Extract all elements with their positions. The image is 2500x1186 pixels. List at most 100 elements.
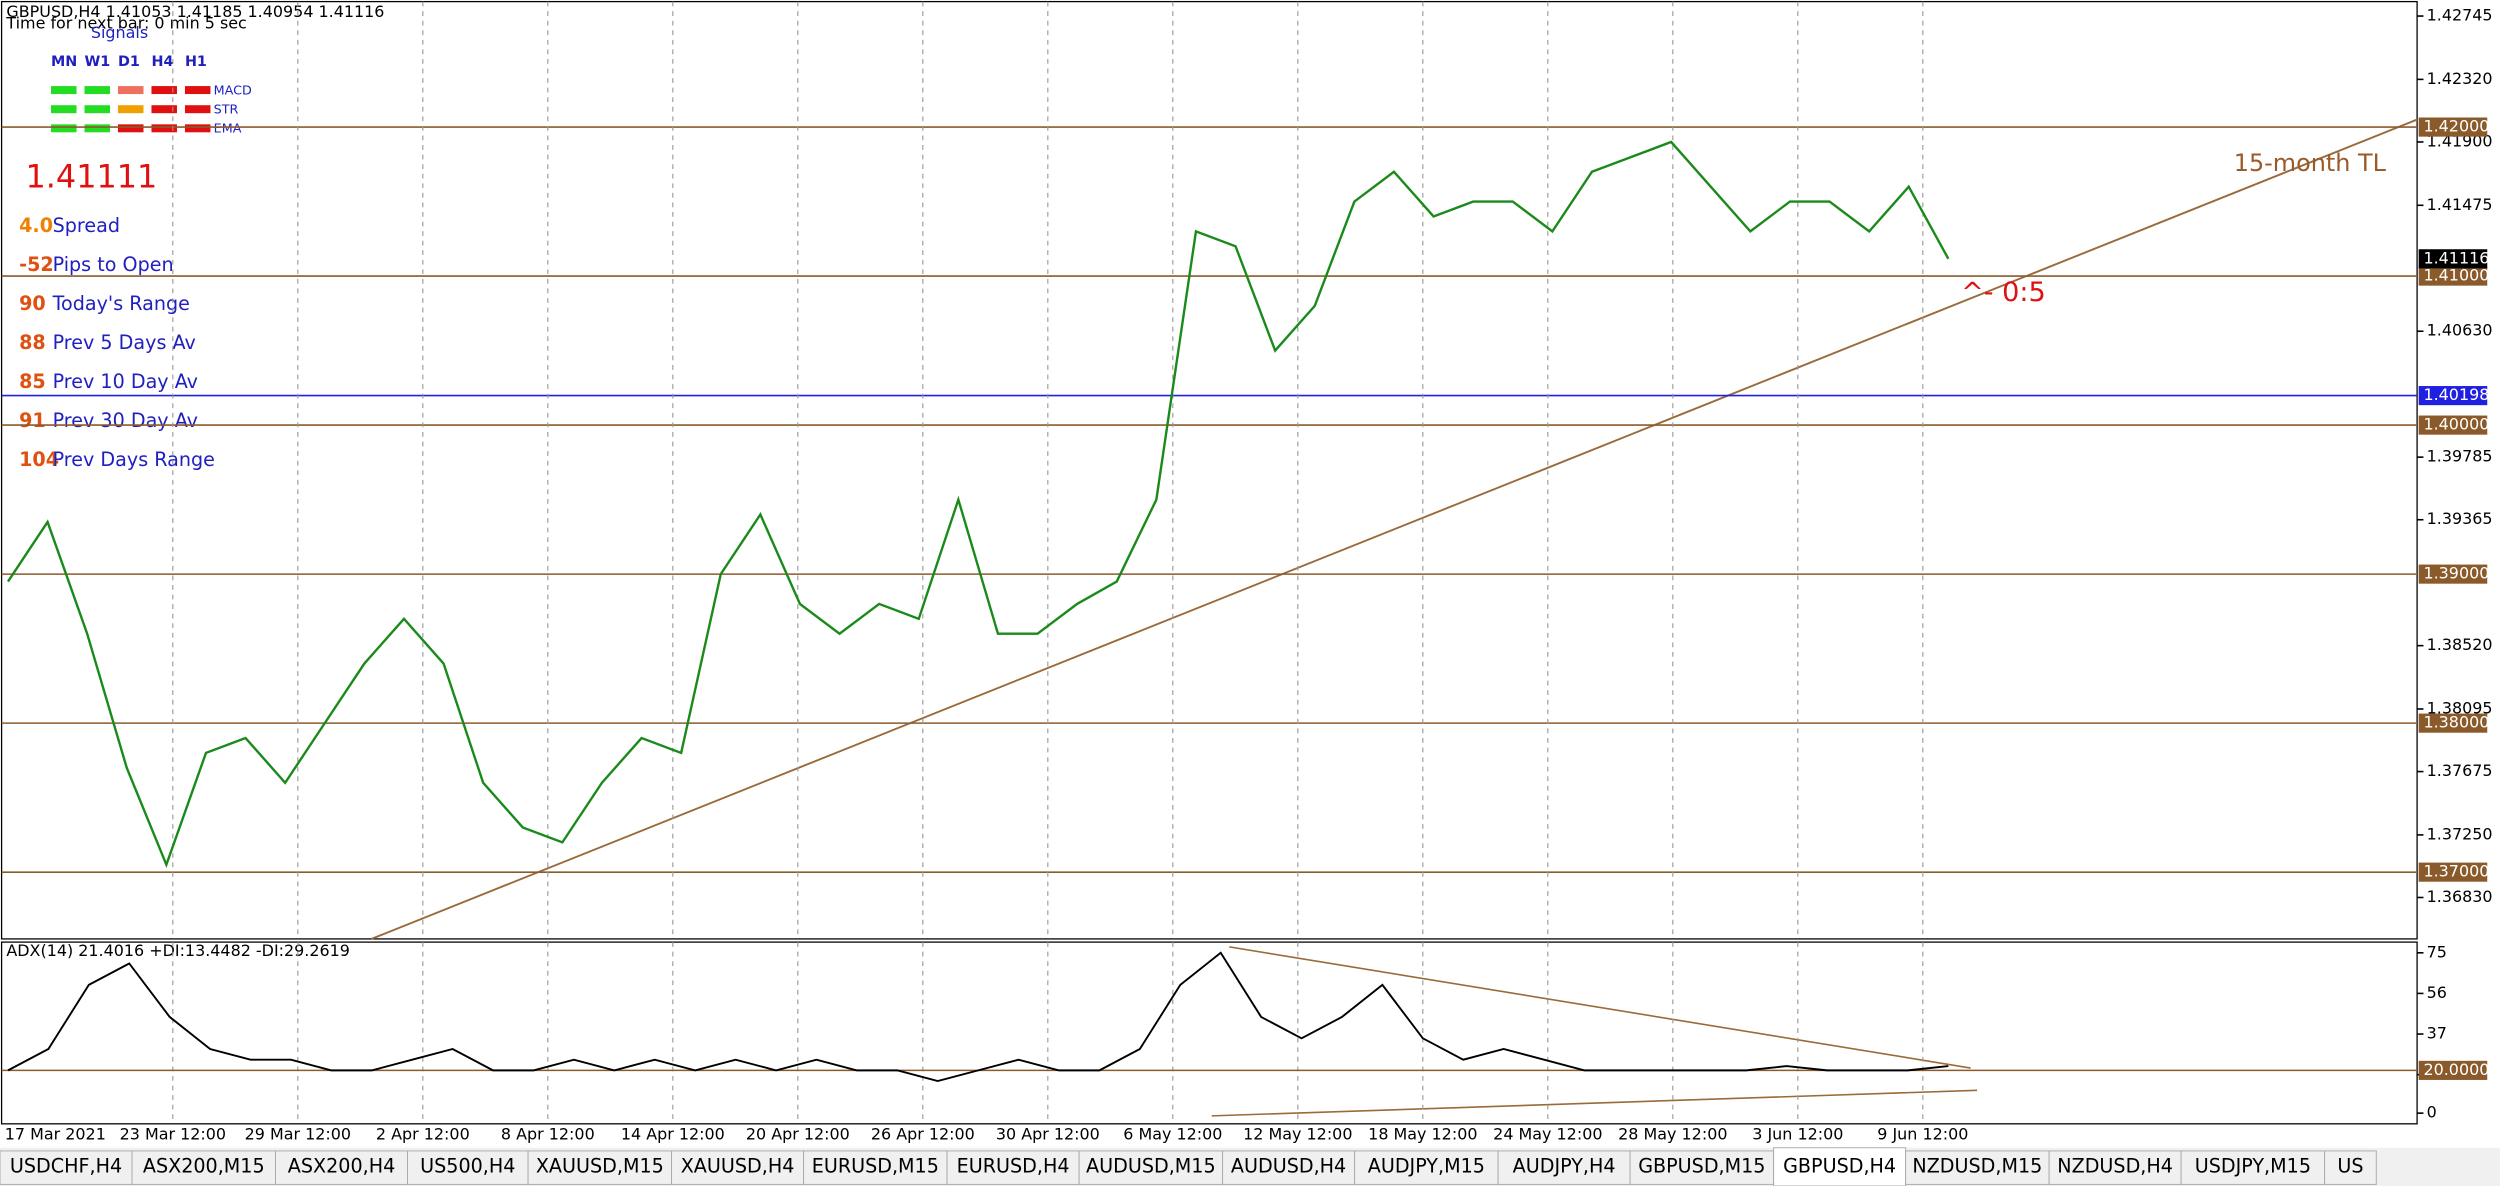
signal-cell <box>84 105 111 114</box>
level-box <box>2418 415 2488 435</box>
signal-cell <box>84 86 111 95</box>
stat-label: Pips to Open <box>53 253 174 276</box>
signal-timeframe: MN <box>51 54 77 70</box>
tab[interactable] <box>1905 1150 2050 1185</box>
signal-cell <box>151 124 177 133</box>
price-tick-label: 1.38520 <box>2427 635 2493 654</box>
tab[interactable] <box>407 1150 529 1185</box>
price-line <box>6 140 1950 869</box>
level-box <box>2418 862 2488 882</box>
tab[interactable] <box>1773 1147 1907 1186</box>
tab[interactable] <box>946 1150 1080 1185</box>
tab-label[interactable]: GBPUSD,M15 <box>1638 1154 1765 1177</box>
tab-label[interactable]: XAUUSD,H4 <box>681 1154 795 1177</box>
tab-label[interactable]: USDCHF,H4 <box>10 1154 122 1177</box>
tab[interactable] <box>131 1150 276 1185</box>
tab-label[interactable]: EURUSD,H4 <box>957 1154 1070 1177</box>
price-tick-label: 1.42745 <box>2427 6 2493 25</box>
time-label: 20 Apr 12:00 <box>746 1124 850 1143</box>
tab-label[interactable]: AUDJPY,H4 <box>1513 1154 1616 1177</box>
signal-timeframe: D1 <box>118 54 140 70</box>
ratio-label: ^- 0:5 <box>1961 277 2046 308</box>
time-label: 3 Jun 12:00 <box>1752 1124 1843 1143</box>
signal-cell <box>117 124 144 133</box>
price-tick-label: 1.37250 <box>2427 824 2493 843</box>
tab[interactable] <box>671 1150 805 1185</box>
current-price-label: 1.41116 <box>2423 248 2489 267</box>
level-label: 1.42000 <box>2423 117 2489 136</box>
tab-label[interactable]: NZDUSD,H4 <box>2057 1154 2173 1177</box>
tab-label[interactable]: AUDUSD,M15 <box>1086 1154 1216 1177</box>
signal-cell <box>151 86 177 95</box>
stat-label: Prev Days Range <box>53 448 215 471</box>
time-label: 17 Mar 2021 <box>5 1124 106 1143</box>
signal-timeframe: H1 <box>185 54 207 70</box>
price-tick-label: 1.38095 <box>2427 698 2493 717</box>
tab-label[interactable]: AUDJPY,M15 <box>1368 1154 1485 1177</box>
level-label: 1.37000 <box>2423 862 2489 881</box>
main-frame <box>0 0 2418 940</box>
tab-label[interactable]: GBPUSD,H4 <box>1783 1154 1896 1177</box>
signal-timeframe: W1 <box>85 54 111 70</box>
time-label: 6 May 12:00 <box>1123 1124 1222 1143</box>
time-label: 23 Mar 12:00 <box>120 1124 226 1143</box>
signal-cell <box>184 124 211 133</box>
indicator-level-box <box>2418 1060 2488 1080</box>
signal-name: MACD <box>214 83 252 98</box>
symbol-info: GBPUSD,H4 1.41053 1.41185 1.40954 1.4111… <box>6 2 384 21</box>
current-price-box <box>2418 249 2488 269</box>
tab-label[interactable]: EURUSD,M15 <box>812 1154 939 1177</box>
tab[interactable] <box>527 1150 673 1185</box>
tab-label[interactable]: US <box>2337 1154 2363 1177</box>
trend-line <box>371 118 2418 940</box>
signal-name: EMA <box>214 122 242 137</box>
price-tick-label: 1.39365 <box>2427 509 2493 528</box>
tab[interactable] <box>1354 1150 1499 1185</box>
stat-label: Prev 5 Days Av <box>53 331 196 354</box>
bid-price: 1.41111 <box>26 158 158 196</box>
level-label: 1.39000 <box>2423 564 2489 583</box>
tab-label[interactable]: AUDUSD,H4 <box>1231 1154 1346 1177</box>
adx-lower-line <box>1211 1089 1978 1117</box>
level-label: 1.40000 <box>2423 415 2489 434</box>
signal-cell <box>117 105 144 114</box>
stat-value: 85 <box>19 370 46 393</box>
signal-cell <box>84 124 111 133</box>
tab-label[interactable]: ASX200,M15 <box>143 1154 265 1177</box>
tab[interactable] <box>1629 1150 1775 1185</box>
stat-value: 90 <box>19 292 46 315</box>
stat-label: Prev 30 Day Av <box>53 409 198 432</box>
signal-cell <box>51 124 77 133</box>
tab[interactable] <box>2180 1150 2326 1185</box>
indicator-tick-label: 0 <box>2427 1103 2437 1122</box>
level-box <box>2418 266 2488 286</box>
time-label: 2 Apr 12:00 <box>376 1124 470 1143</box>
stat-value: 88 <box>19 331 46 354</box>
price-tick-label: 1.42320 <box>2427 69 2493 88</box>
tab-label[interactable]: XAUUSD,M15 <box>536 1154 664 1177</box>
stat-label: Prev 10 Day Av <box>53 370 198 393</box>
level-label: 1.40198 <box>2423 385 2489 404</box>
tab-label[interactable]: USDJPY,M15 <box>2195 1154 2311 1177</box>
tab-label[interactable]: ASX200,H4 <box>288 1154 395 1177</box>
signal-cell <box>184 86 211 95</box>
price-tick-label: 1.40630 <box>2427 321 2493 340</box>
time-label: 30 Apr 12:00 <box>996 1124 1100 1143</box>
signal-cell <box>151 105 177 114</box>
stat-value: 91 <box>19 409 46 432</box>
tab[interactable] <box>0 1150 133 1185</box>
level-box <box>2418 117 2488 137</box>
level-box <box>2418 713 2488 733</box>
level-box <box>2418 564 2488 584</box>
signal-cell <box>184 105 211 114</box>
tab[interactable] <box>1222 1150 1356 1185</box>
tab-label[interactable]: US500,H4 <box>420 1154 515 1177</box>
time-label: 24 May 12:00 <box>1493 1124 1602 1143</box>
indicator-level-label: 20.0000 <box>2423 1060 2489 1079</box>
signal-timeframe: H4 <box>151 54 173 70</box>
tab[interactable] <box>2324 1150 2377 1185</box>
price-tick-label: 1.41475 <box>2427 195 2493 214</box>
tab-label[interactable]: NZDUSD,M15 <box>1912 1154 2042 1177</box>
